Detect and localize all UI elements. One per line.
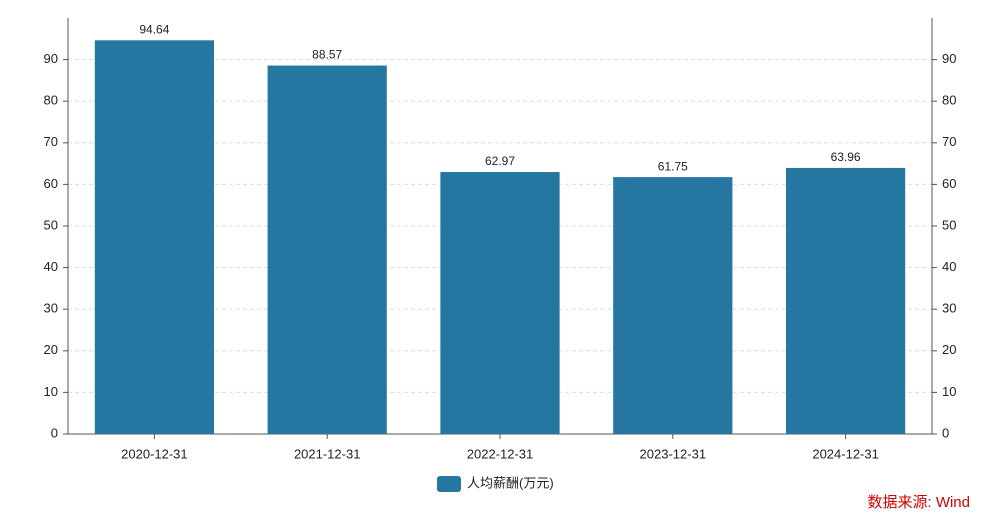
x-tick-label: 2022-12-31	[467, 446, 534, 461]
y2-tick-label: 90	[942, 51, 956, 66]
value-label: 94.64	[139, 22, 169, 36]
value-label: 61.75	[658, 159, 688, 173]
y2-tick-label: 50	[942, 217, 956, 232]
value-label: 62.97	[485, 154, 515, 168]
bar	[94, 40, 215, 434]
x-tick-label: 2024-12-31	[812, 446, 879, 461]
y-tick-label: 30	[44, 301, 58, 316]
y-tick-label: 50	[44, 217, 58, 232]
legend-label: 人均薪酬(万元)	[467, 475, 554, 490]
y-tick-label: 80	[44, 93, 58, 108]
y-tick-label: 20	[44, 342, 58, 357]
x-tick-label: 2020-12-31	[121, 446, 188, 461]
bar	[785, 167, 906, 435]
x-tick-label: 2023-12-31	[640, 446, 707, 461]
bar	[613, 177, 733, 434]
y2-tick-label: 30	[942, 301, 956, 316]
source: 数据来源: Wind	[867, 494, 970, 511]
y2-tick-label: 70	[942, 134, 956, 149]
legend-swatch	[437, 476, 461, 492]
y-tick-label: 0	[51, 425, 58, 440]
y2-tick-label: 20	[942, 342, 956, 357]
y2-tick-label: 40	[942, 259, 956, 274]
y-tick-label: 40	[44, 259, 58, 274]
y2-tick-label: 60	[942, 176, 956, 191]
y2-tick-label: 0	[942, 425, 949, 440]
value-label: 63.96	[831, 150, 861, 164]
value-label: 88.57	[312, 48, 342, 62]
y-tick-label: 10	[44, 384, 58, 399]
x-tick-label: 2021-12-31	[294, 446, 361, 461]
bar	[440, 172, 560, 434]
bar	[267, 65, 387, 434]
y2-tick-label: 80	[942, 93, 956, 108]
y-tick-label: 90	[44, 51, 58, 66]
y2-tick-label: 10	[942, 384, 956, 399]
y-tick-label: 60	[44, 176, 58, 191]
y-tick-label: 70	[44, 134, 58, 149]
